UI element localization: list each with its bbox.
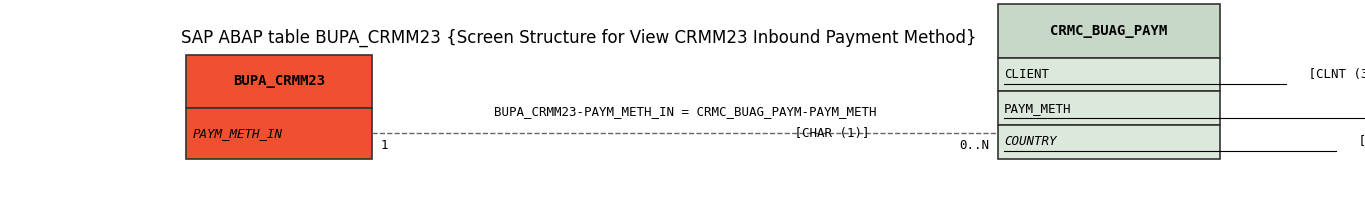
Bar	[187, 55, 371, 108]
Text: [CHAR (1)]: [CHAR (1)]	[788, 127, 870, 140]
Text: SAP ABAP table BUPA_CRMM23 {Screen Structure for View CRMM23 Inbound Payment Met: SAP ABAP table BUPA_CRMM23 {Screen Struc…	[182, 28, 977, 47]
Text: PAYM_METH: PAYM_METH	[1005, 102, 1072, 115]
Text: [CHAR (3)]: [CHAR (3)]	[1351, 135, 1365, 148]
Bar	[998, 125, 1220, 159]
Text: BUPA_CRMM23-PAYM_METH_IN = CRMC_BUAG_PAYM-PAYM_METH: BUPA_CRMM23-PAYM_METH_IN = CRMC_BUAG_PAY…	[494, 105, 876, 118]
Text: COUNTRY: COUNTRY	[1005, 135, 1057, 148]
Bar	[998, 58, 1220, 91]
Text: 0..N: 0..N	[960, 139, 990, 152]
Text: BUPA_CRMM23: BUPA_CRMM23	[233, 74, 325, 88]
Text: CRMC_BUAG_PAYM: CRMC_BUAG_PAYM	[1050, 24, 1167, 38]
Bar	[187, 108, 371, 159]
Bar	[998, 91, 1220, 125]
Text: PAYM_METH_IN: PAYM_METH_IN	[192, 127, 283, 140]
Text: [CLNT (3)]: [CLNT (3)]	[1301, 68, 1365, 81]
Text: CLIENT: CLIENT	[1005, 68, 1050, 81]
Bar	[998, 4, 1220, 58]
Text: 1: 1	[379, 139, 388, 152]
